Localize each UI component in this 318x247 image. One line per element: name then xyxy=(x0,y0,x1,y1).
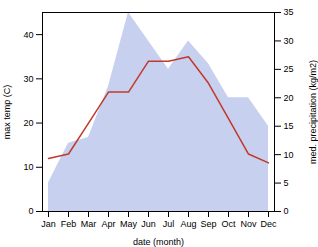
svg-text:max temp (C): max temp (C) xyxy=(2,85,12,140)
svg-text:30: 30 xyxy=(284,36,294,46)
svg-text:20: 20 xyxy=(23,118,33,128)
svg-text:date (month): date (month) xyxy=(133,237,184,247)
svg-text:0: 0 xyxy=(284,206,289,216)
svg-text:Feb: Feb xyxy=(61,219,77,229)
svg-text:Jul: Jul xyxy=(163,219,175,229)
svg-text:med. precipitation (kg/m2): med. precipitation (kg/m2) xyxy=(308,60,318,164)
svg-text:10: 10 xyxy=(284,150,294,160)
svg-text:5: 5 xyxy=(284,178,289,188)
svg-text:40: 40 xyxy=(23,29,33,39)
svg-text:10: 10 xyxy=(23,162,33,172)
svg-text:20: 20 xyxy=(284,93,294,103)
svg-text:30: 30 xyxy=(23,74,33,84)
svg-text:May: May xyxy=(120,219,138,229)
svg-text:15: 15 xyxy=(284,121,294,131)
svg-text:Sep: Sep xyxy=(200,219,216,229)
svg-text:Dec: Dec xyxy=(260,219,277,229)
svg-text:25: 25 xyxy=(284,64,294,74)
svg-text:Jun: Jun xyxy=(141,219,156,229)
svg-text:Mar: Mar xyxy=(81,219,97,229)
svg-text:Apr: Apr xyxy=(101,219,115,229)
svg-text:Aug: Aug xyxy=(180,219,196,229)
svg-text:Oct: Oct xyxy=(221,219,236,229)
svg-text:Nov: Nov xyxy=(240,219,257,229)
svg-text:Jan: Jan xyxy=(41,219,56,229)
svg-text:35: 35 xyxy=(284,7,294,17)
svg-text:0: 0 xyxy=(28,206,33,216)
